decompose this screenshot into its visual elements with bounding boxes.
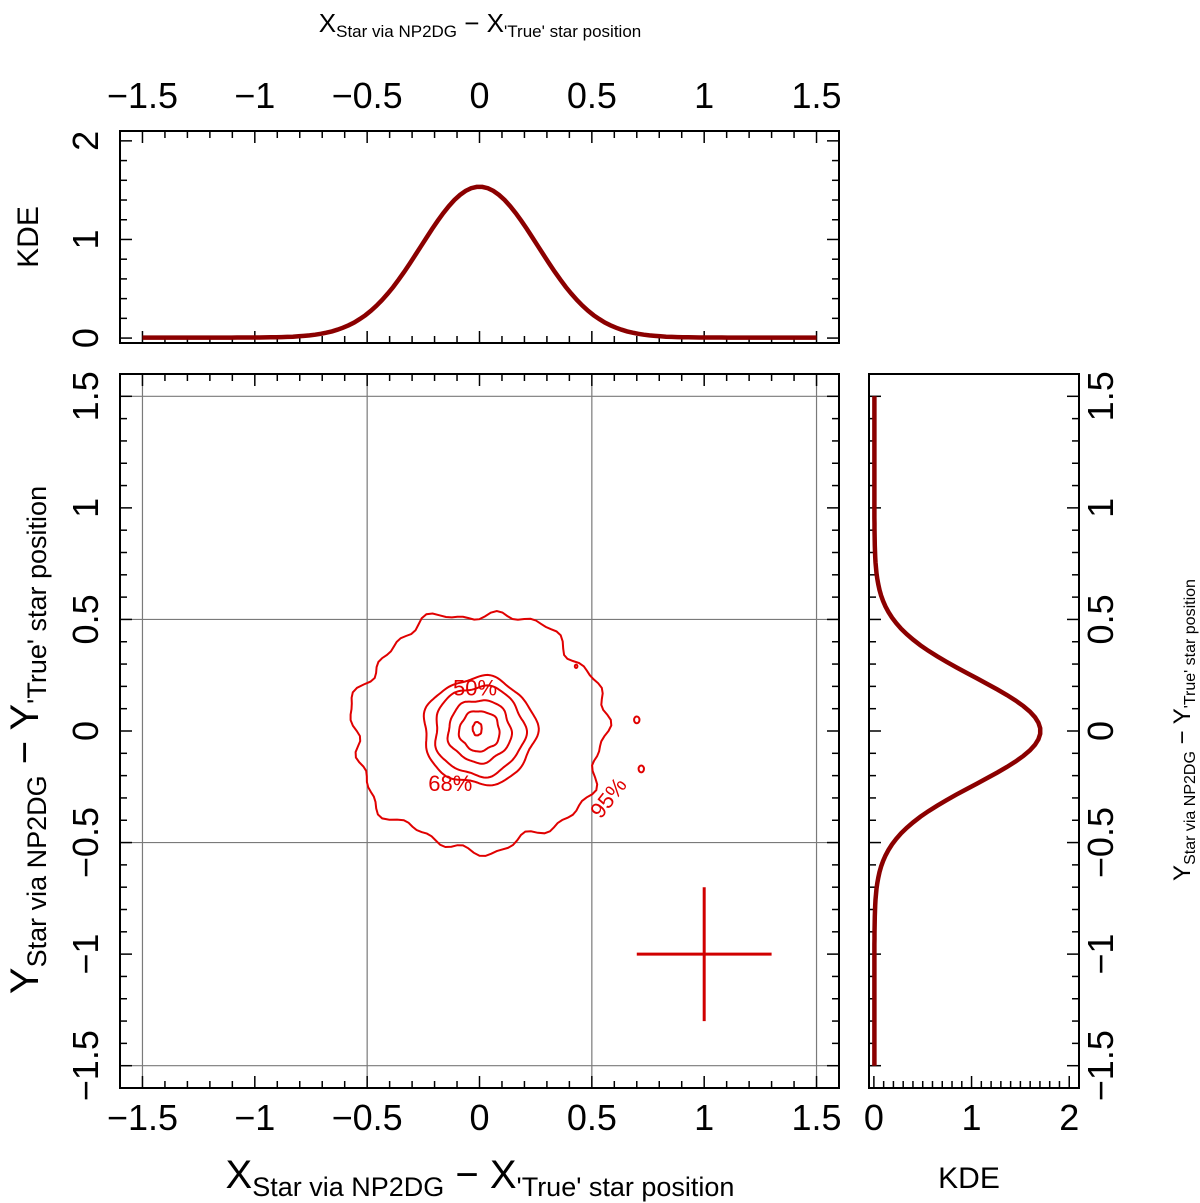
top-x-tick-label: 1.5 [792, 75, 842, 116]
top-panel-y-tick-labels: 0 1 2 [65, 131, 106, 348]
contour-blob [633, 715, 641, 725]
main-y-tick-label: −0.5 [65, 807, 106, 878]
bottom-xlabel: XStar via NP2DG − X'True' star position [226, 1153, 735, 1202]
main-y-tick-labels: −1.5 −1 −0.5 0 0.5 1 1.5 [65, 371, 106, 1101]
top-y-tick-label: 1 [65, 229, 106, 249]
main-x-tick-label: 0 [469, 1097, 489, 1138]
right-y-tick-label: 1 [1080, 498, 1121, 518]
main-x-tick-label: 1 [694, 1097, 714, 1138]
main-x-tick-label: −1.5 [107, 1097, 178, 1138]
contour-line-level-5 [471, 721, 483, 737]
contour-line-95pct [349, 609, 613, 857]
main-x-tick-label: −1 [234, 1097, 275, 1138]
right-y-tick-label: 0 [1080, 721, 1121, 741]
error-cross [636, 887, 772, 1022]
right-panel-x-tick-labels: 0 1 2 [864, 1097, 1079, 1138]
top-xlabel: XStar via NP2DG − X'True' star position [319, 8, 641, 41]
main-contour-panel: 50%68% 95% −1.5 −1 −0.5 0 0.5 1 1.5 −1.5−1−0.50… [65, 371, 842, 1138]
contour-label-68pct: 68% [428, 771, 472, 796]
top-x-tick-label: 1 [694, 75, 714, 116]
top-y-tick-label: 2 [65, 131, 106, 151]
right-y-tick-label: 0.5 [1080, 594, 1121, 644]
contour-blob [573, 663, 579, 669]
right-y-tick-label: −1 [1080, 934, 1121, 975]
contour-line-50pct [446, 699, 513, 765]
right-panel-y-tick-labels: −1.5 −1 −0.5 0 0.5 1 1.5 [1080, 371, 1121, 1101]
main-x-tick-label: 1.5 [792, 1097, 842, 1138]
main-panel-frame [119, 373, 840, 1089]
top-x-tick-label: 0.5 [567, 75, 617, 116]
top-x-tick-label: 0 [469, 75, 489, 116]
top-x-tick-label: −1 [234, 75, 275, 116]
right-x-tick-label: 0 [864, 1097, 884, 1138]
right-panel-xlabel: KDE [938, 1162, 1000, 1195]
right-kde-panel: 0 1 2 −1.5 −1 −0.5 0 0.5 1 1.5 KDE [864, 371, 1121, 1195]
main-grid [120, 374, 839, 1088]
top-panel-x-tick-labels: −1.5 −1 −0.5 0 0.5 1 1.5 [107, 75, 842, 116]
main-y-tick-label: −1 [65, 934, 106, 975]
main-y-tick-label: 1 [65, 498, 106, 518]
main-y-tick-label: 0 [65, 721, 106, 741]
main-y-tick-label: −1.5 [65, 1030, 106, 1101]
top-y-tick-label: 0 [65, 328, 106, 348]
contour-line-level-4 [457, 710, 501, 753]
right-panel-ticks [869, 395, 1079, 1088]
contour-line-level-1 [422, 673, 540, 787]
contours [349, 609, 645, 857]
right-kde-curve [872, 396, 1043, 1066]
top-panel-ticks [120, 131, 839, 343]
right-ylabel: YStar via NP2DG − Y'True' star position [1169, 579, 1199, 881]
right-x-tick-label: 1 [962, 1097, 982, 1138]
right-y-tick-label: 1.5 [1080, 371, 1121, 421]
top-x-tick-label: −1.5 [107, 75, 178, 116]
main-y-tick-label: 0.5 [65, 594, 106, 644]
left-ylabel: YStar via NP2DG − Y'True' star position [3, 486, 52, 994]
right-y-tick-label: −1.5 [1080, 1030, 1121, 1101]
main-x-tick-label: 0.5 [567, 1097, 617, 1138]
right-panel-frame [868, 373, 1080, 1089]
right-y-tick-label: −0.5 [1080, 807, 1121, 878]
main-x-tick-label: −0.5 [332, 1097, 403, 1138]
right-x-tick-label: 2 [1059, 1097, 1079, 1138]
main-x-tick-labels: −1.5 −1 −0.5 0 0.5 1 1.5 [107, 1097, 842, 1138]
main-panel-ticks [120, 374, 839, 1088]
contour-label-50pct: 50% [453, 675, 497, 700]
top-panel-ylabel: KDE [12, 206, 45, 268]
main-y-tick-label: 1.5 [65, 371, 106, 421]
top-kde-panel: −1.5 −1 −0.5 0 0.5 1 1.5 0 1 2 KDE [12, 75, 842, 348]
top-panel-frame [119, 130, 840, 344]
contour-line-68pct [434, 684, 528, 779]
top-x-tick-label: −0.5 [332, 75, 403, 116]
top-kde-curve [142, 184, 817, 340]
contour-blob [637, 764, 645, 774]
